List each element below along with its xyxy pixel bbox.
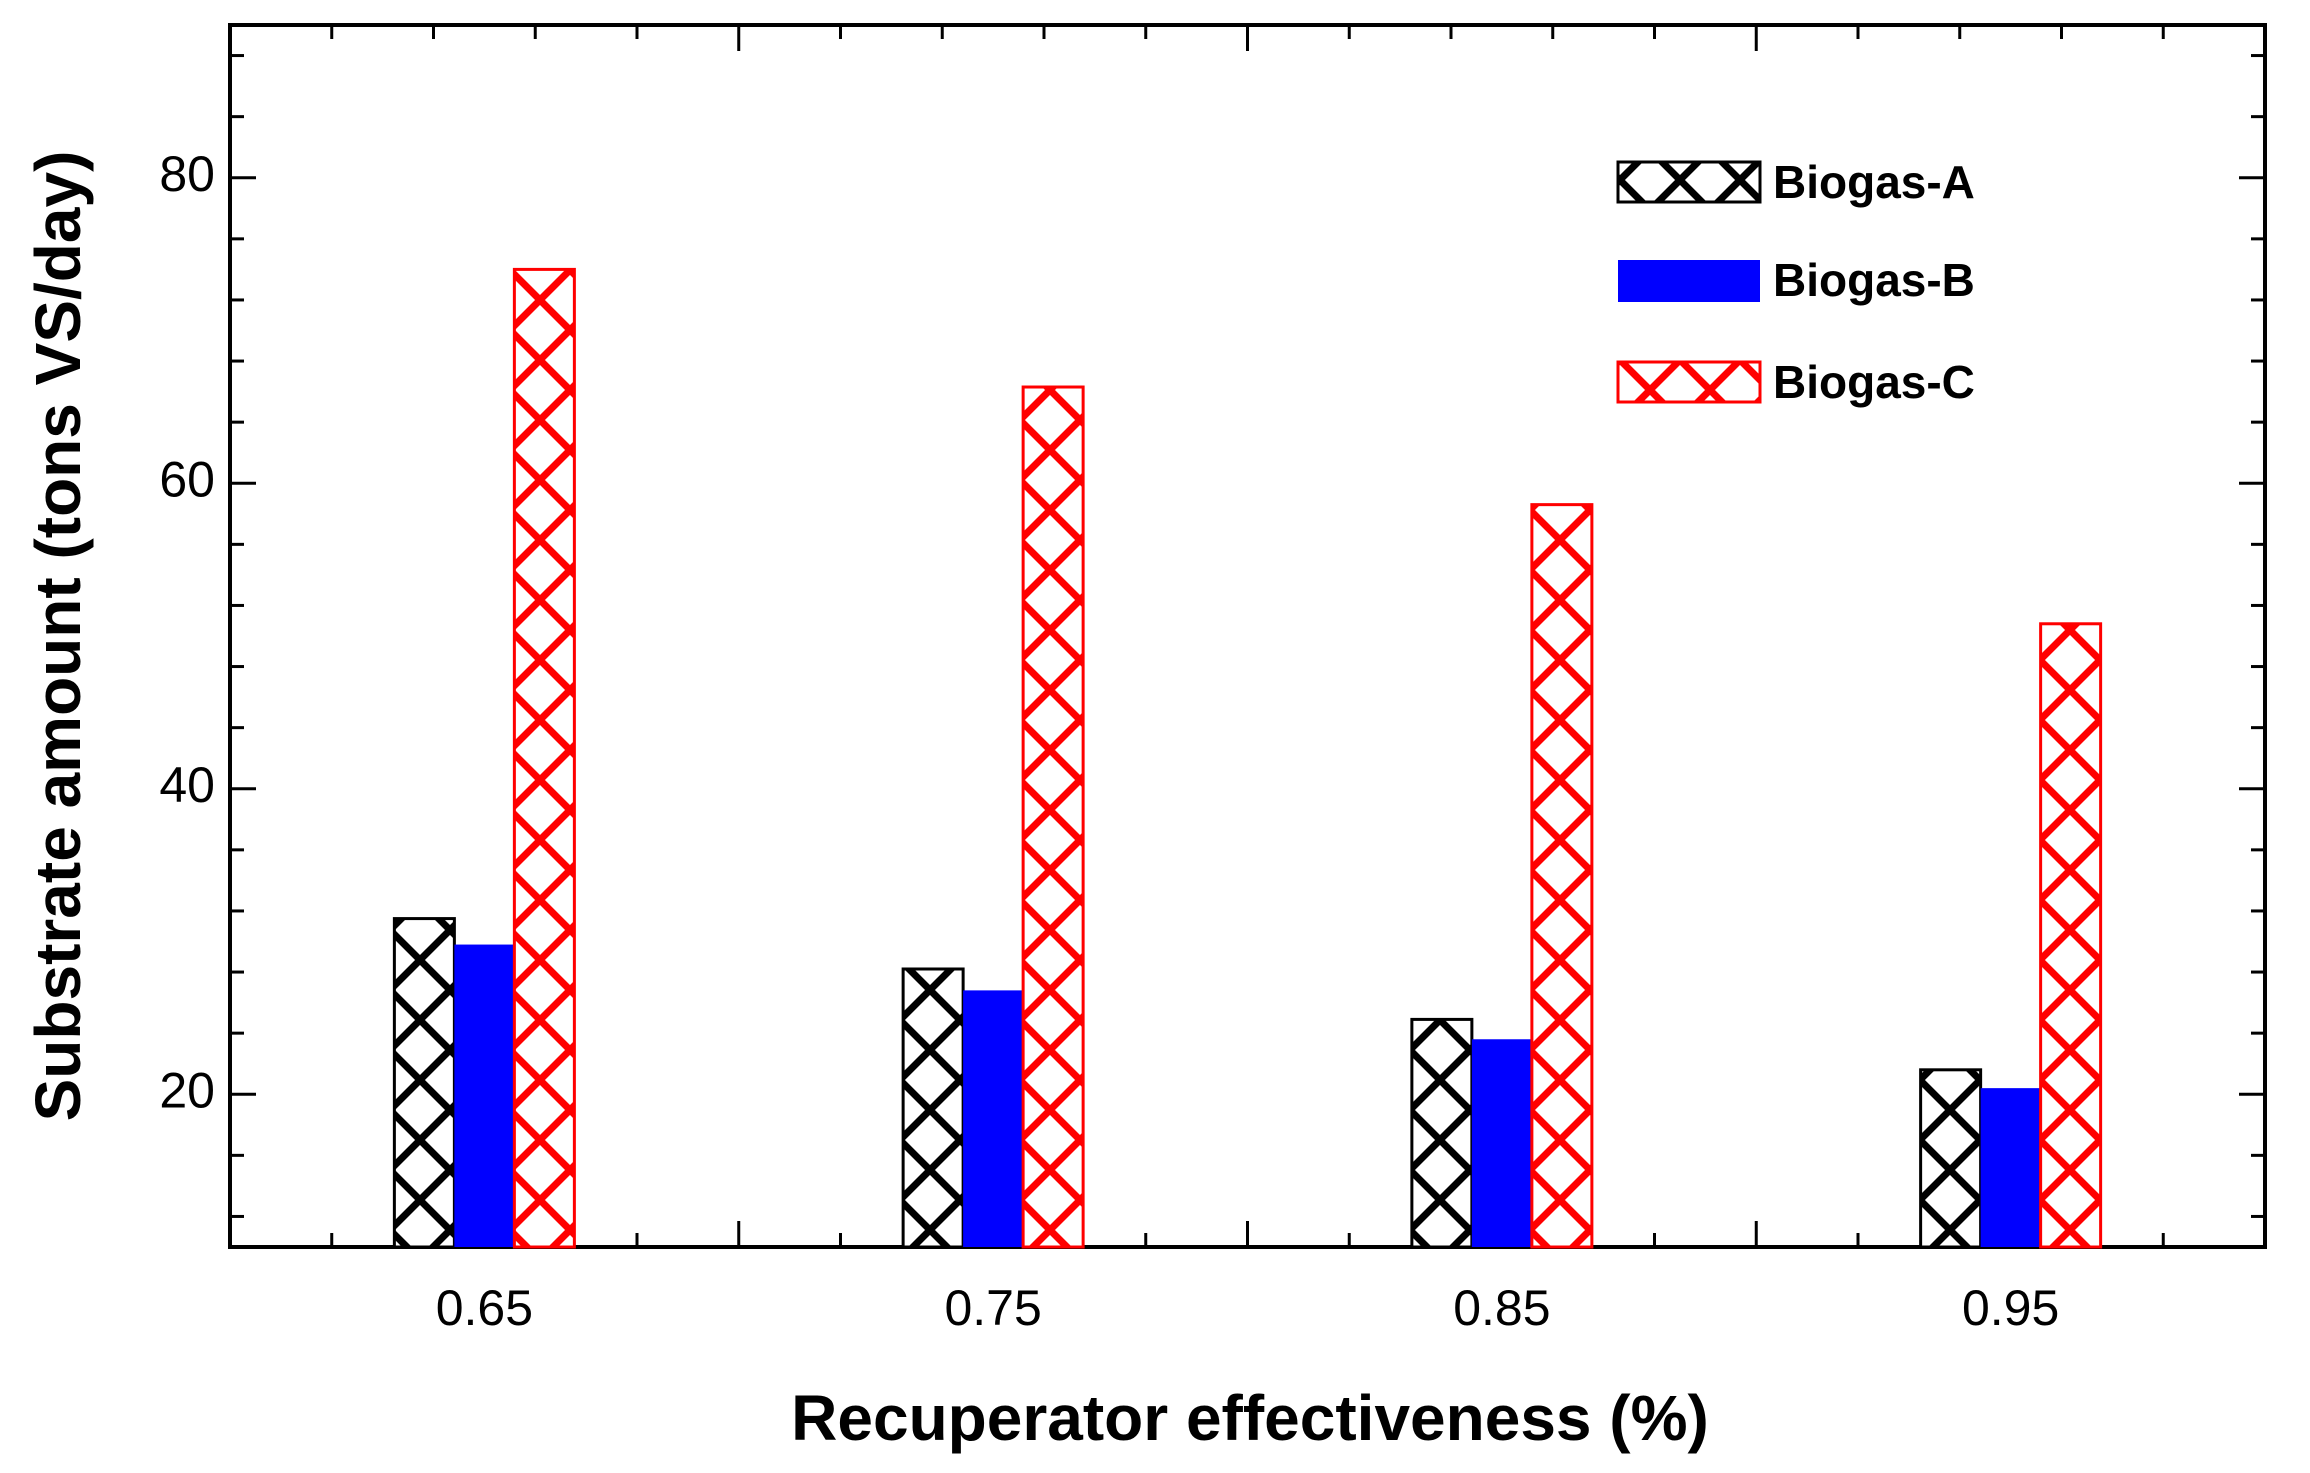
x-tick-label: 0.85 — [1453, 1280, 1550, 1336]
y-axis-title: Substrate amount (tons VS/day) — [22, 151, 94, 1122]
bar-biogas-b-0.85 — [1471, 1039, 1532, 1247]
y-tick-label: 60 — [159, 451, 215, 507]
legend-label: Biogas-C — [1773, 356, 1975, 408]
bar-biogas-b-0.95 — [1980, 1088, 2041, 1247]
y-tick-label: 40 — [159, 757, 215, 813]
bar-biogas-a-0.95 — [1919, 1068, 1983, 1249]
legend-label: Biogas-B — [1773, 254, 1975, 306]
x-tick-label: 0.65 — [436, 1280, 533, 1336]
bar-biogas-a-0.65 — [392, 917, 456, 1249]
bar-biogas-a-0.75 — [901, 967, 965, 1249]
x-axis-title: Recuperator effectiveness (%) — [791, 1382, 1709, 1454]
legend-swatch-biogas-c — [1616, 360, 1762, 404]
legend-label: Biogas-A — [1773, 156, 1975, 208]
y-tick-label: 80 — [159, 146, 215, 202]
bar-biogas-c-0.95 — [2039, 622, 2103, 1249]
y-tick-labels: 20 40 60 80 — [159, 146, 215, 1119]
bars-group — [392, 267, 2103, 1249]
bar-biogas-b-0.65 — [454, 944, 515, 1247]
x-tick-label: 0.75 — [944, 1280, 1041, 1336]
legend-swatch-biogas-b — [1618, 260, 1760, 302]
y-tick-label: 20 — [159, 1062, 215, 1118]
bar-biogas-b-0.75 — [963, 990, 1024, 1247]
legend: Biogas-A Biogas-B Biogas-C — [1616, 156, 1975, 408]
x-tick-label: 0.95 — [1962, 1280, 2059, 1336]
bar-biogas-c-0.85 — [1530, 503, 1594, 1249]
axis-ticks — [230, 25, 2265, 1247]
bar-biogas-c-0.65 — [512, 267, 576, 1249]
bar-biogas-a-0.85 — [1410, 1017, 1474, 1249]
x-tick-labels: 0.65 0.75 0.85 0.95 — [436, 1280, 2060, 1336]
legend-swatch-biogas-a — [1616, 160, 1762, 204]
bar-biogas-c-0.75 — [1021, 385, 1085, 1249]
